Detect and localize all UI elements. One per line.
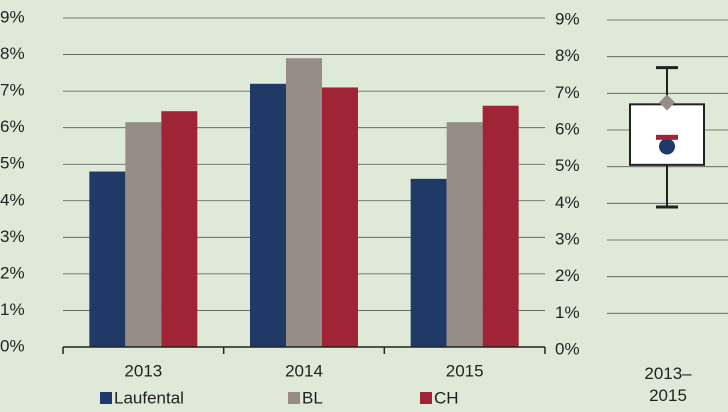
box [629, 103, 705, 166]
y-tick-label: 0% [0, 336, 25, 355]
bar [89, 171, 126, 347]
y-tick-label: 7% [0, 81, 25, 100]
x-tick-label: 2013 [124, 361, 162, 380]
y-tick-label: 3% [0, 227, 25, 246]
y-tick-label: 8% [0, 44, 25, 63]
y-tick-label: 5% [0, 154, 25, 173]
x-tick-label: 2015 [446, 361, 484, 380]
y-tick-label: 4% [555, 193, 580, 212]
y-tick-label: 7% [555, 83, 580, 102]
legend-label: Laufental [114, 388, 184, 407]
bar [410, 178, 447, 347]
bar [322, 87, 358, 347]
bar [250, 83, 286, 348]
bar [125, 122, 162, 347]
legend-swatch [100, 392, 112, 404]
y-tick-label: 9% [0, 7, 25, 26]
x-tick-label: 2014 [285, 361, 323, 380]
bar [446, 122, 483, 347]
marker [656, 134, 678, 140]
y-tick-label: 8% [555, 46, 580, 65]
y-tick-label: 6% [555, 119, 580, 138]
bar [482, 105, 519, 347]
legend-label: BL [302, 388, 323, 407]
x-tick-label: 2013–2015 [644, 364, 692, 405]
y-tick-label: 1% [0, 300, 25, 319]
y-tick-label: 2% [0, 263, 25, 282]
legend-swatch [288, 392, 300, 404]
y-tick-label: 2% [555, 266, 580, 285]
marker [659, 94, 675, 111]
bar [286, 58, 322, 347]
y-tick-label: 5% [555, 156, 580, 175]
y-tick-label: 0% [555, 339, 580, 358]
y-tick-label: 3% [555, 229, 580, 248]
y-tick-label: 9% [555, 9, 580, 28]
y-tick-label: 1% [555, 303, 580, 322]
y-tick-label: 4% [0, 190, 25, 209]
y-tick-label: 6% [0, 117, 25, 136]
marker [659, 138, 675, 155]
bar [161, 111, 198, 347]
legend-label: CH [434, 388, 459, 407]
legend-swatch [420, 392, 432, 404]
